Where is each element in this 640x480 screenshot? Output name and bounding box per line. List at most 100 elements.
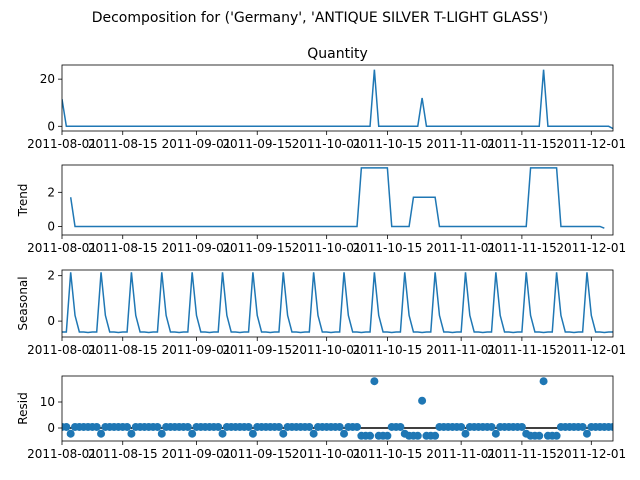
resid-xtick-label: 2011-11-01 [426,447,496,461]
trend-xtick-label: 2011-11-15 [487,241,557,255]
resid-axes-frame [61,375,614,442]
trend-xtick-label: 2011-08-01 [27,241,97,255]
resid-xtick-label: 2011-10-01 [292,447,362,461]
observed-ytick-label: 20 [40,72,55,86]
resid-point [340,429,349,438]
seasonal-xtick-label: 2011-11-15 [487,343,557,357]
observed-ytick-label: 0 [47,119,55,133]
resid-ytick-label: 0 [47,421,55,435]
resid-point [396,422,405,431]
trend-xtick-label: 2011-10-01 [292,241,362,255]
resid-point [609,422,613,431]
trend-xtick-label: 2011-08-15 [88,241,158,255]
resid-point [431,431,440,440]
seasonal-xtick-label: 2011-08-15 [88,343,158,357]
trend-ytick-label: 2 [47,185,55,199]
resid-ylabel: Resid [16,392,30,424]
seasonal-xtick-label: 2011-12-01 [556,343,626,357]
seasonal-ylabel: Seasonal [16,276,30,330]
figure-title: Decomposition for ('Germany', 'ANTIQUE S… [92,10,549,26]
seasonal-xtick-label: 2011-09-01 [162,343,232,357]
observed-xtick-label: 2011-12-01 [556,137,626,151]
resid-point [461,429,470,438]
resid-point [62,422,71,431]
trend-xtick-label: 2011-09-15 [222,241,292,255]
resid-point [383,431,392,440]
observed-series-line [62,69,613,130]
resid-point [491,429,500,438]
observed-xtick-label: 2011-09-15 [222,137,292,151]
resid-point [218,429,227,438]
resid-xtick-label: 2011-09-01 [162,447,232,461]
seasonal-xtick-label: 2011-11-01 [426,343,496,357]
resid-point [366,431,375,440]
resid-point [535,431,544,440]
resid-point [248,429,257,438]
resid-point [97,429,106,438]
resid-point [244,422,253,431]
resid-point [305,422,314,431]
resid-xtick-label: 2011-11-15 [487,447,557,461]
resid-xtick-label: 2011-08-15 [88,447,158,461]
observed-xtick-label: 2011-08-01 [27,137,97,151]
observed-xtick-label: 2011-11-01 [426,137,496,151]
resid-point [188,429,197,438]
resid-point [279,429,288,438]
trend-ylabel: Trend [16,184,30,218]
observed-xtick-label: 2011-10-15 [353,137,423,151]
observed-xtick-label: 2011-09-01 [162,137,232,151]
trend-ytick-label: 0 [47,219,55,233]
resid-point [157,429,166,438]
seasonal-ytick-label: 0 [47,314,55,328]
resid-ytick-label: 10 [40,395,55,409]
resid-xtick-label: 2011-10-15 [353,447,423,461]
resid-point [92,422,101,431]
seasonal-xtick-label: 2011-08-01 [27,343,97,357]
observed-xtick-label: 2011-11-15 [487,137,557,151]
resid-point [309,429,318,438]
resid-point [487,422,496,431]
trend-xtick-label: 2011-12-01 [556,241,626,255]
resid-point [370,377,379,386]
resid-point [66,429,75,438]
observed-xtick-label: 2011-10-01 [292,137,362,151]
observed-axes-frame [61,64,614,132]
resid-point [457,422,466,431]
resid-point [123,422,132,431]
resid-point [353,422,362,431]
trend-xtick-label: 2011-10-15 [353,241,423,255]
seasonal-xtick-label: 2011-09-15 [222,343,292,357]
seasonal-ytick-label: 2 [47,269,55,283]
resid-point [183,422,192,431]
resid-point [214,422,223,431]
resid-point [335,422,344,431]
resid-xtick-label: 2011-12-01 [556,447,626,461]
trend-series-line [69,167,605,229]
resid-point [127,429,136,438]
resid-point [274,422,283,431]
resid-xtick-label: 2011-09-15 [222,447,292,461]
resid-point [517,422,526,431]
resid-point [582,429,591,438]
resid-point [413,431,422,440]
observed-title: Quantity [307,46,368,62]
resid-point [539,377,548,386]
resid-point [578,422,587,431]
trend-xtick-label: 2011-09-01 [162,241,232,255]
seasonal-axes-frame [61,269,614,338]
trend-axes-frame [61,164,614,236]
trend-xtick-label: 2011-11-01 [426,241,496,255]
resid-point [153,422,162,431]
resid-point [418,396,427,405]
seasonal-series-line [62,272,613,334]
observed-xtick-label: 2011-08-15 [88,137,158,151]
seasonal-xtick-label: 2011-10-15 [353,343,423,357]
resid-point [552,431,561,440]
resid-xtick-label: 2011-08-01 [27,447,97,461]
